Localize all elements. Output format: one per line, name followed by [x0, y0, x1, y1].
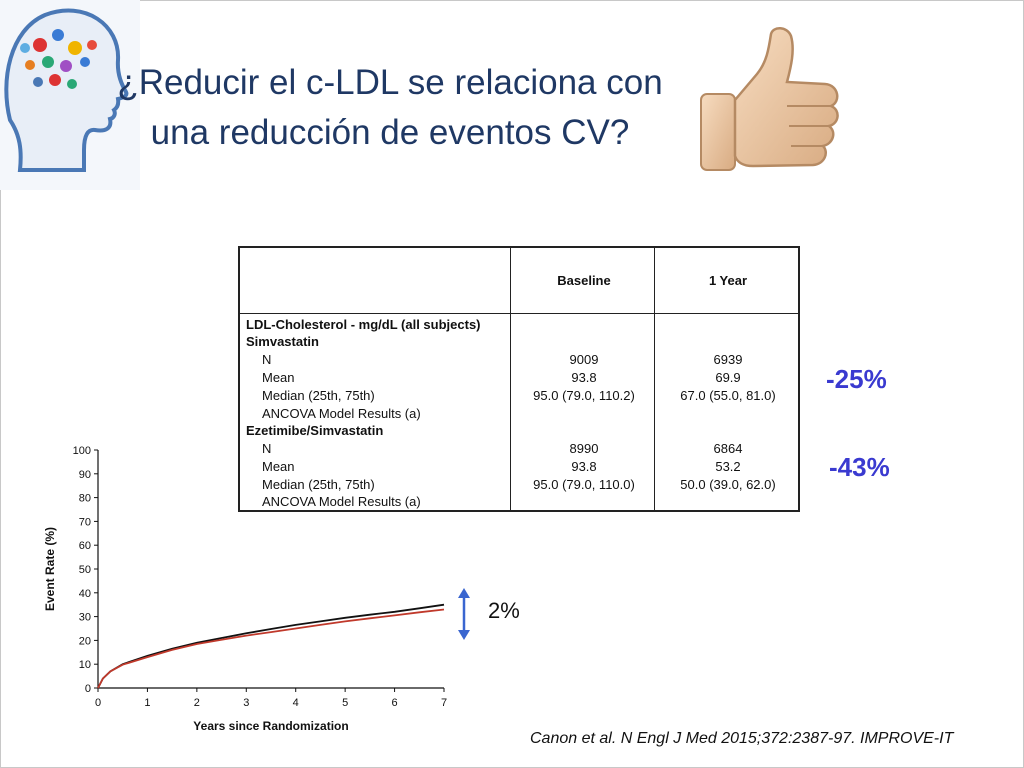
x-tick-label: 6 [392, 697, 398, 709]
y-tick-label: 80 [79, 493, 91, 505]
table-cell: 53.2 [715, 459, 741, 474]
y-axis-label: Event Rate (%) [43, 527, 57, 611]
table-cell: 95.0 (79.0, 110.0) [533, 477, 635, 492]
table-section-title: LDL-Cholesterol - mg/dL (all subjects) [246, 317, 481, 332]
table-cell: 93.8 [571, 459, 597, 474]
table-row-label: ANCOVA Model Results (a) [262, 406, 421, 421]
event-rate-chart: 0 10 20 30 40 50 60 70 80 90 100 0 1 2 3 4 5 6 7 Years sinc… [43, 445, 447, 733]
x-tick-label: 7 [441, 697, 447, 709]
x-tick-label: 4 [293, 697, 299, 709]
title-line-2: una reducción de eventos CV? [150, 113, 630, 152]
table-cell: 9009 [569, 352, 599, 367]
table-cell: 50.0 (39.0, 62.0) [680, 477, 776, 492]
x-tick-label: 0 [95, 697, 101, 709]
ldl-table: Baseline 1 Year LDL-Cholesterol - mg/dL … [238, 246, 800, 512]
reduction-simvastatin: -25% [826, 364, 887, 394]
y-tick-label: 10 [79, 659, 91, 671]
table-row-label: N [262, 441, 272, 456]
table-cell: 69.9 [715, 370, 741, 385]
y-tick-label: 90 [79, 469, 91, 481]
title-line-1: ¿Reducir el c-LDL se relaciona con [117, 63, 663, 102]
double-arrow-icon [458, 588, 470, 640]
x-tick-label: 5 [342, 697, 348, 709]
x-tick-label: 3 [243, 697, 249, 709]
x-tick-label: 2 [194, 697, 200, 709]
y-tick-label: 70 [79, 516, 91, 528]
table-row-label: N [262, 352, 272, 367]
table-row-label: Mean [262, 370, 295, 385]
x-tick-label: 1 [144, 697, 150, 709]
y-tick-label: 60 [79, 540, 91, 552]
table-row-label: Median (25th, 75th) [262, 477, 375, 492]
y-tick-label: 40 [79, 588, 91, 600]
y-tick-label: 0 [85, 683, 91, 695]
slide-title: ¿Reducir el c-LDL se relaciona con una r… [80, 58, 700, 158]
difference-label: 2% [488, 598, 520, 623]
table-cell: 93.8 [571, 370, 597, 385]
table-cell: 95.0 (79.0, 110.2) [533, 388, 635, 403]
table-cell: 67.0 (55.0, 81.0) [680, 388, 776, 403]
group-simvastatin: Simvastatin [246, 334, 319, 349]
x-axis-label: Years since Randomization [193, 719, 348, 733]
thumbs-up-icon [700, 27, 839, 171]
table-header-baseline: Baseline [557, 273, 611, 288]
y-tick-label: 30 [79, 612, 91, 624]
table-header-1year: 1 Year [708, 273, 748, 288]
table-row-label: Median (25th, 75th) [262, 388, 375, 403]
table-row-label: ANCOVA Model Results (a) [262, 494, 421, 509]
brain-head-logo-icon [0, 0, 140, 190]
series-line-2 [97, 608, 445, 689]
table-row-label: Mean [262, 459, 295, 474]
series-line-1 [97, 603, 445, 689]
y-tick-label: 50 [79, 564, 91, 576]
y-tick-label: 100 [73, 445, 91, 457]
table-cell: 6864 [713, 441, 743, 456]
reduction-ezetimibe: -43% [829, 452, 890, 482]
group-ezetimibe-simvastatin: Ezetimibe/Simvastatin [246, 423, 384, 438]
table-cell: 6939 [713, 352, 743, 367]
table-cell: 8990 [569, 441, 599, 456]
y-tick-label: 20 [79, 635, 91, 647]
citation: Canon et al. N Engl J Med 2015;372:2387-… [530, 730, 954, 747]
